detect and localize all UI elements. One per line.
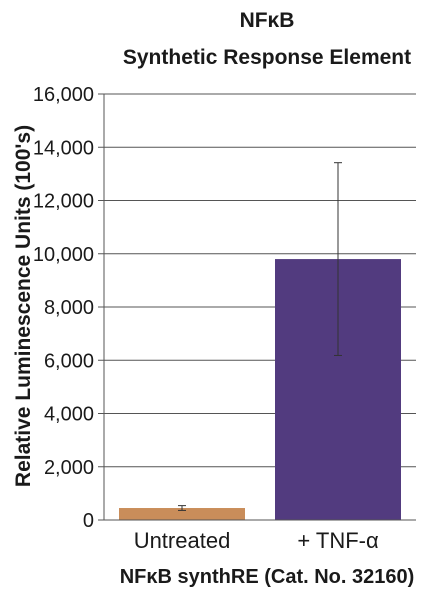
category-label: + TNF-α	[297, 528, 379, 553]
category-label: Untreated	[134, 528, 231, 553]
y-tick-label: 14,000	[33, 137, 94, 159]
gridlines	[104, 93, 416, 468]
y-tick-label: 4,000	[44, 404, 94, 426]
category-labels: Untreated + TNF-α	[134, 528, 379, 553]
error-bars	[178, 162, 342, 511]
chart-title: NFκB	[240, 9, 295, 32]
y-tick-labels: 0 2,000 4,000 6,000 8,000 10,000 12,000 14,000 1…	[33, 84, 104, 532]
y-tick-label: 8,000	[44, 297, 94, 319]
y-tick-label: 6,000	[44, 350, 94, 372]
y-tick-label: 0	[83, 510, 94, 532]
x-axis-label: NFκB synthRE (Cat. No. 32160)	[120, 566, 415, 588]
y-tick-label: 10,000	[33, 244, 94, 266]
chart-subtitle: Synthetic Response Element	[123, 46, 411, 69]
bar	[119, 508, 245, 520]
y-tick-label: 16,000	[33, 84, 94, 106]
y-tick-label: 12,000	[33, 191, 94, 213]
y-tick-label: 2,000	[44, 457, 94, 479]
bars	[119, 259, 401, 520]
y-axis-label: Relative Luminescence Units (100's)	[12, 125, 35, 487]
